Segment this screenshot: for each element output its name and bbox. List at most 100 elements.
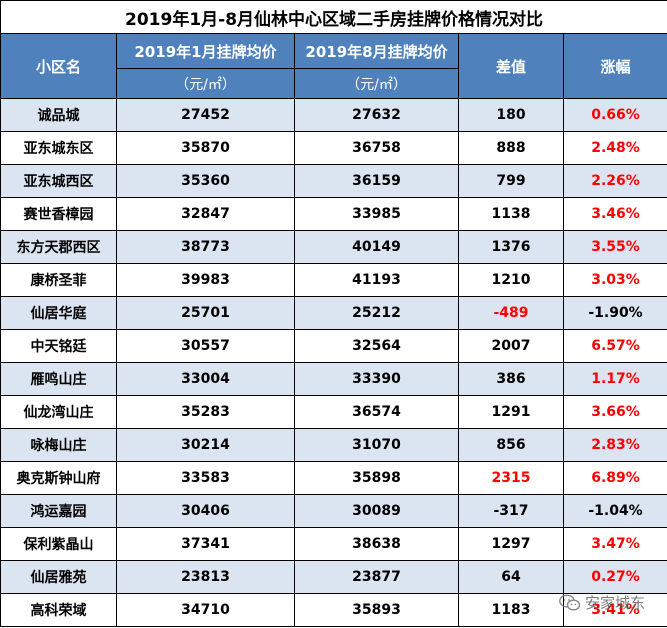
cell-difference: 2007 xyxy=(458,329,564,363)
cell-difference: 1297 xyxy=(458,527,564,561)
cell-aug-price: 33390 xyxy=(294,362,459,396)
cell-aug-price: 32564 xyxy=(294,329,459,363)
table-row: 诚品城 27452 27632 180 0.66% xyxy=(0,98,667,132)
cell-increase-rate: 2.83% xyxy=(562,428,667,462)
header-jan-price: 2019年1月挂牌均价 xyxy=(116,33,295,69)
cell-difference: 386 xyxy=(458,362,564,396)
cell-community-name: 保利紫晶山 xyxy=(0,527,117,561)
cell-jan-price: 39983 xyxy=(116,263,295,297)
cell-jan-price: 33583 xyxy=(116,461,295,495)
table-row: 雁鸣山庄 33004 33390 386 1.17% xyxy=(0,362,667,396)
cell-community-name: 康桥圣菲 xyxy=(0,263,117,297)
header-community-name: 小区名 xyxy=(0,33,117,99)
cell-difference: 888 xyxy=(458,131,564,165)
cell-increase-rate: -1.04% xyxy=(562,494,667,528)
table-row: 仙龙湾山庄 35283 36574 1291 3.66% xyxy=(0,395,667,429)
cell-aug-price: 35898 xyxy=(294,461,459,495)
cell-aug-price: 36574 xyxy=(294,395,459,429)
cell-aug-price: 33985 xyxy=(294,197,459,231)
cell-difference: 64 xyxy=(458,560,564,594)
cell-jan-price: 30557 xyxy=(116,329,295,363)
table-row: 赛世香樟园 32847 33985 1138 3.46% xyxy=(0,197,667,231)
cell-difference: 2315 xyxy=(458,461,564,495)
header-jan-unit: （元/㎡） xyxy=(116,68,295,99)
table-row: 咏梅山庄 30214 31070 856 2.83% xyxy=(0,428,667,462)
cell-community-name: 鸿运嘉园 xyxy=(0,494,117,528)
cell-jan-price: 35870 xyxy=(116,131,295,165)
cell-difference: 1291 xyxy=(458,395,564,429)
cell-aug-price: 41193 xyxy=(294,263,459,297)
cell-aug-price: 30089 xyxy=(294,494,459,528)
cell-community-name: 中天铭廷 xyxy=(0,329,117,363)
cell-jan-price: 23813 xyxy=(116,560,295,594)
table-row: 高科荣域 34710 35893 1183 3.41% xyxy=(0,593,667,627)
cell-difference: 180 xyxy=(458,98,564,132)
cell-increase-rate: 3.66% xyxy=(562,395,667,429)
cell-aug-price: 25212 xyxy=(294,296,459,330)
cell-aug-price: 27632 xyxy=(294,98,459,132)
header-unit-row: （元/㎡） （元/㎡） xyxy=(1,68,667,99)
cell-community-name: 赛世香樟园 xyxy=(0,197,117,231)
cell-difference: 799 xyxy=(458,164,564,198)
cell-jan-price: 37341 xyxy=(116,527,295,561)
table-row: 奥克斯钟山府 33583 35898 2315 6.89% xyxy=(0,461,667,495)
cell-increase-rate: 3.55% xyxy=(562,230,667,264)
cell-jan-price: 30406 xyxy=(116,494,295,528)
header-increase-rate: 涨幅 xyxy=(562,33,667,99)
cell-increase-rate: 0.27% xyxy=(562,560,667,594)
cell-difference: -489 xyxy=(458,296,564,330)
table-row: 鸿运嘉园 30406 30089 -317 -1.04% xyxy=(0,494,667,528)
header-aug-unit: （元/㎡） xyxy=(294,68,459,99)
cell-difference: 1138 xyxy=(458,197,564,231)
cell-jan-price: 25701 xyxy=(116,296,295,330)
header-difference: 差值 xyxy=(458,33,564,99)
cell-aug-price: 36159 xyxy=(294,164,459,198)
header-aug-price: 2019年8月挂牌均价 xyxy=(294,33,459,69)
table-row: 仙居雅苑 23813 23877 64 0.27% xyxy=(0,560,667,594)
cell-jan-price: 34710 xyxy=(116,593,295,627)
cell-difference: 856 xyxy=(458,428,564,462)
cell-aug-price: 38638 xyxy=(294,527,459,561)
cell-aug-price: 36758 xyxy=(294,131,459,165)
cell-increase-rate: 3.03% xyxy=(562,263,667,297)
cell-aug-price: 40149 xyxy=(294,230,459,264)
cell-community-name: 高科荣域 xyxy=(0,593,117,627)
cell-increase-rate: 2.48% xyxy=(562,131,667,165)
cell-jan-price: 33004 xyxy=(116,362,295,396)
cell-jan-price: 32847 xyxy=(116,197,295,231)
cell-difference: -317 xyxy=(458,494,564,528)
cell-increase-rate: 0.66% xyxy=(562,98,667,132)
cell-community-name: 仙居雅苑 xyxy=(0,560,117,594)
table-row: 亚东城西区 35360 36159 799 2.26% xyxy=(0,164,667,198)
cell-community-name: 仙龙湾山庄 xyxy=(0,395,117,429)
cell-community-name: 雁鸣山庄 xyxy=(0,362,117,396)
header-row: 小区名 2019年1月挂牌均价 2019年8月挂牌均价 差值 涨幅 xyxy=(0,33,667,99)
cell-aug-price: 31070 xyxy=(294,428,459,462)
cell-community-name: 亚东城东区 xyxy=(0,131,117,165)
table-row: 中天铭廷 30557 32564 2007 6.57% xyxy=(0,329,667,363)
cell-increase-rate: 1.17% xyxy=(562,362,667,396)
cell-increase-rate: 3.41% xyxy=(562,593,667,627)
cell-community-name: 仙居华庭 xyxy=(0,296,117,330)
cell-jan-price: 35283 xyxy=(116,395,295,429)
cell-increase-rate: 3.46% xyxy=(562,197,667,231)
cell-jan-price: 38773 xyxy=(116,230,295,264)
cell-increase-rate: -1.90% xyxy=(562,296,667,330)
cell-jan-price: 30214 xyxy=(116,428,295,462)
cell-difference: 1376 xyxy=(458,230,564,264)
table-row: 康桥圣菲 39983 41193 1210 3.03% xyxy=(0,263,667,297)
table-row: 亚东城东区 35870 36758 888 2.48% xyxy=(0,131,667,165)
cell-increase-rate: 2.26% xyxy=(562,164,667,198)
cell-increase-rate: 6.57% xyxy=(562,329,667,363)
cell-difference: 1183 xyxy=(458,593,564,627)
table-row: 保利紫晶山 37341 38638 1297 3.47% xyxy=(0,527,667,561)
cell-community-name: 亚东城西区 xyxy=(0,164,117,198)
cell-community-name: 咏梅山庄 xyxy=(0,428,117,462)
cell-aug-price: 35893 xyxy=(294,593,459,627)
cell-community-name: 东方天郡西区 xyxy=(0,230,117,264)
table-title: 2019年1月-8月仙林中心区域二手房挂牌价格情况对比 xyxy=(0,0,667,34)
cell-community-name: 诚品城 xyxy=(0,98,117,132)
table-row: 仙居华庭 25701 25212 -489 -1.90% xyxy=(0,296,667,330)
